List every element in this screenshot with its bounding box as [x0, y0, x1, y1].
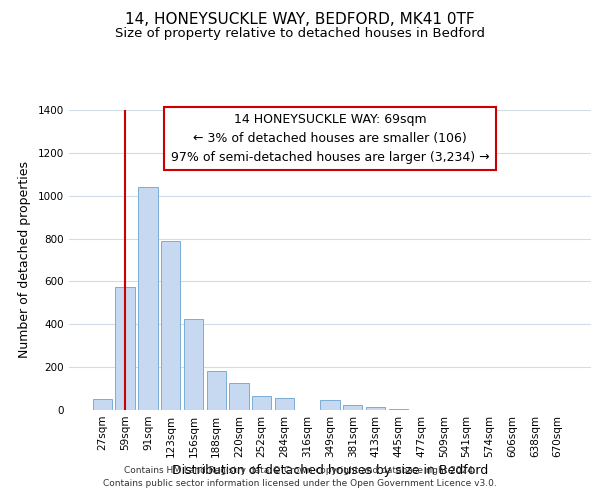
Bar: [206, 372, 226, 410]
Bar: [229, 383, 248, 410]
Bar: [138, 187, 158, 410]
Bar: [252, 396, 271, 410]
Bar: [320, 400, 340, 410]
Bar: [184, 319, 203, 410]
Bar: [93, 400, 112, 410]
Text: 14 HONEYSUCKLE WAY: 69sqm
← 3% of detached houses are smaller (106)
97% of semi-: 14 HONEYSUCKLE WAY: 69sqm ← 3% of detach…: [170, 113, 490, 164]
Text: 14, HONEYSUCKLE WAY, BEDFORD, MK41 0TF: 14, HONEYSUCKLE WAY, BEDFORD, MK41 0TF: [125, 12, 475, 28]
Bar: [366, 407, 385, 410]
X-axis label: Distribution of detached houses by size in Bedford: Distribution of detached houses by size …: [172, 464, 488, 477]
Text: Size of property relative to detached houses in Bedford: Size of property relative to detached ho…: [115, 28, 485, 40]
Bar: [115, 287, 135, 410]
Y-axis label: Number of detached properties: Number of detached properties: [18, 162, 31, 358]
Text: Contains HM Land Registry data © Crown copyright and database right 2024.
Contai: Contains HM Land Registry data © Crown c…: [103, 466, 497, 487]
Bar: [275, 398, 294, 410]
Bar: [343, 404, 362, 410]
Bar: [389, 409, 408, 410]
Bar: [161, 240, 181, 410]
